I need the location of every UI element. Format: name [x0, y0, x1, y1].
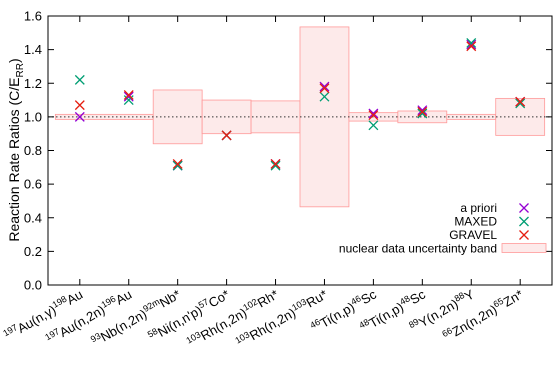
point-1-5: [319, 91, 330, 102]
data-points: [74, 37, 526, 171]
x-label-part-base1: Rh(n,2n): [247, 305, 298, 343]
x-label-part-mass1: 48: [357, 317, 371, 331]
x-label-part-mass1: 89: [407, 316, 421, 330]
x-label-part-base2: Zn: [501, 289, 522, 310]
y-tick-label: 0.2: [24, 244, 42, 259]
legend-label-2: GRAVEL: [449, 228, 497, 242]
x-label-part-star: *: [269, 287, 281, 303]
x-axis: 197Au(n,γ)198Au197Au(n,2n)196Au93Nb(n,2n…: [1, 16, 526, 348]
point-2-5: [319, 83, 330, 94]
x-label-part-star: *: [514, 287, 526, 303]
x-label-part-mass1: 93: [89, 331, 103, 345]
x-label-part-base1b: ): [47, 302, 58, 317]
legend-symbol-0: [519, 203, 529, 213]
y-axis-label-main: Reaction Rate Ratios (C/E: [6, 77, 22, 241]
legend-label-0: a priori: [460, 201, 497, 215]
point-2-7: [417, 106, 428, 117]
point-1-9: [515, 98, 526, 109]
point-2-9: [515, 96, 526, 107]
y-tick-label: 0.6: [24, 177, 42, 192]
y-tick-label: 1.4: [24, 42, 42, 57]
x-label-part-star: *: [318, 287, 330, 303]
series-gravel: [74, 41, 526, 169]
point-0-1: [123, 91, 134, 102]
point-1-8: [466, 37, 477, 48]
x-tick-label-1: 197Au(n,2n)196Au: [43, 286, 134, 348]
legend-symbol-1: [519, 216, 529, 227]
y-axis-label-sub: RR: [15, 63, 26, 77]
x-label-part-base2: Y: [462, 286, 477, 303]
x-label-part-star: *: [171, 287, 183, 303]
y-axis-label-close: ): [6, 58, 22, 63]
x-label-part-mass1: 58: [146, 326, 160, 340]
x-label-part-base2: Au: [64, 287, 85, 308]
point-2-0: [74, 100, 85, 111]
point-1-0: [74, 74, 85, 85]
x-label-part-mass2: 48: [398, 293, 412, 307]
x-label-part-mass2: 65: [491, 296, 505, 310]
point-2-2: [172, 158, 183, 169]
point-0-6: [368, 108, 379, 119]
x-label-part-mass2: 88: [453, 290, 467, 304]
x-label-part-base2: Sc: [358, 286, 379, 307]
point-2-4: [270, 158, 281, 169]
y-tick-label: 1.6: [24, 9, 42, 24]
point-2-1: [123, 90, 134, 100]
legend-symbol-band: [501, 243, 547, 253]
x-label-part-base1: Ti(n,p): [366, 299, 406, 331]
point-0-5: [319, 81, 330, 92]
point-1-2: [172, 160, 183, 171]
point-2-8: [466, 41, 477, 52]
x-label-part-base1: Ti(n,p): [317, 299, 357, 331]
x-label-part-base2: Au: [113, 287, 134, 308]
x-label-part-mass2: 57: [197, 297, 211, 311]
x-label-part-star: *: [220, 287, 232, 303]
band-segment-2: [201, 99, 252, 135]
point-2-6: [368, 110, 379, 121]
point-2-3: [221, 130, 232, 141]
point-0-0: [74, 111, 85, 122]
point-1-7: [417, 108, 428, 119]
point-1-6: [368, 120, 379, 131]
point-0-8: [466, 39, 477, 50]
y-tick-label: 0.8: [24, 143, 42, 158]
point-1-4: [270, 160, 281, 171]
y-tick-label: 0.0: [24, 278, 42, 293]
x-label-part-base2: Co: [206, 289, 228, 310]
legend-symbol-2: [519, 230, 529, 240]
y-axis-label: Reaction Rate Ratios (C/ERR): [6, 58, 26, 241]
x-label-part-base2: Rh: [255, 289, 277, 310]
y-tick-label: 0.4: [24, 210, 42, 225]
y-axis: 0.0 0.2 0.4 0.6 0.8 1.0 1.2 1.4 1.6: [24, 9, 552, 293]
x-label-part-mass1: 46: [308, 317, 322, 331]
y-tick-label: 1.2: [24, 76, 42, 91]
point-1-1: [123, 95, 134, 106]
point-0-7: [417, 105, 428, 116]
x-label-part-base2: Ru: [304, 289, 326, 310]
legend-label-1: MAXED: [454, 215, 497, 229]
legend-label-3: nuclear data uncertainty band: [339, 242, 497, 256]
x-label-part-base2: Sc: [407, 286, 428, 307]
x-label-part-mass2: 46: [349, 293, 363, 307]
y-tick-label: 1.0: [24, 109, 42, 124]
x-label-part-mass1: 66: [440, 325, 454, 339]
x-label-part-base2: Nb: [157, 289, 179, 310]
